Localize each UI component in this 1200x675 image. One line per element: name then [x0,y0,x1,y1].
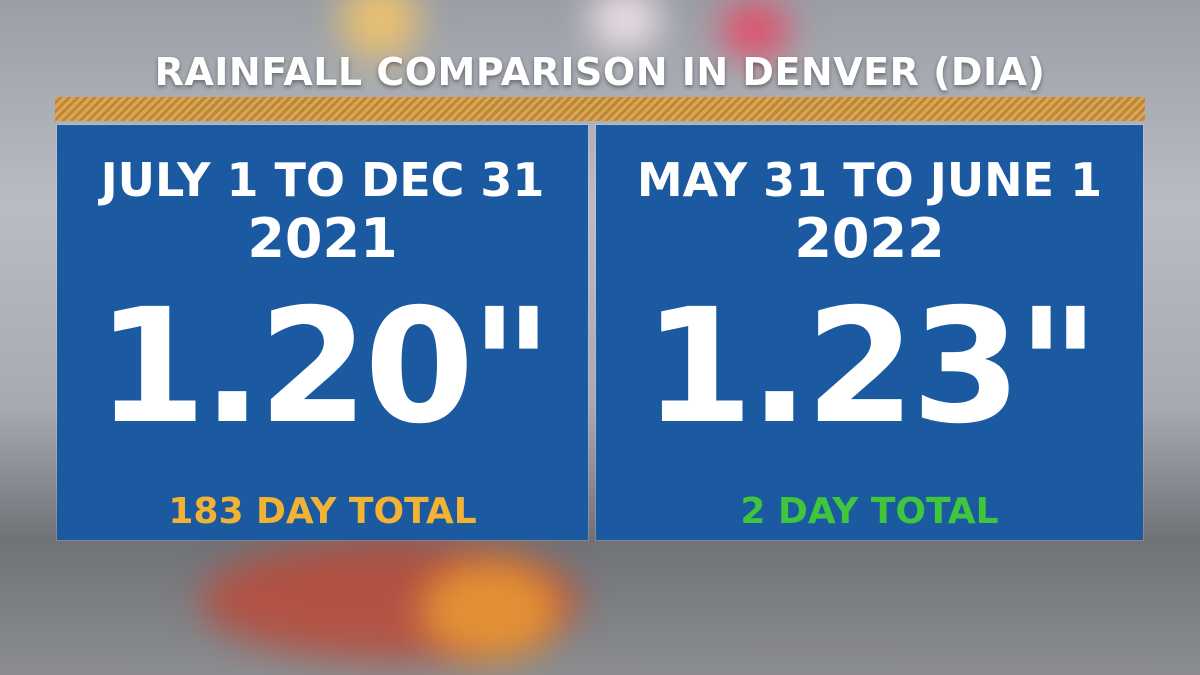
panel: JULY 1 TO DEC 31 2021 1.20" 183 DAY TOTA… [57,125,588,540]
light-blur [590,0,660,50]
light-blur [720,0,790,60]
year: 2021 [247,207,398,270]
period: JULY 1 TO DEC 31 [100,153,545,207]
footer: 2 DAY TOTAL [740,491,999,532]
period: MAY 31 TO JUNE 1 [636,153,1103,207]
footer: 183 DAY TOTAL [168,491,477,532]
title: RAINFALL COMPARISON IN DENVER (DIA) [154,50,1046,94]
year: 2022 [794,207,945,270]
light-blur [420,560,560,660]
amount: 1.23" [643,275,1099,459]
decorative-strip [55,97,1145,121]
amount: 1.20" [96,275,552,459]
panel: MAY 31 TO JUNE 1 2022 1.23" 2 DAY TOTAL [596,125,1143,540]
